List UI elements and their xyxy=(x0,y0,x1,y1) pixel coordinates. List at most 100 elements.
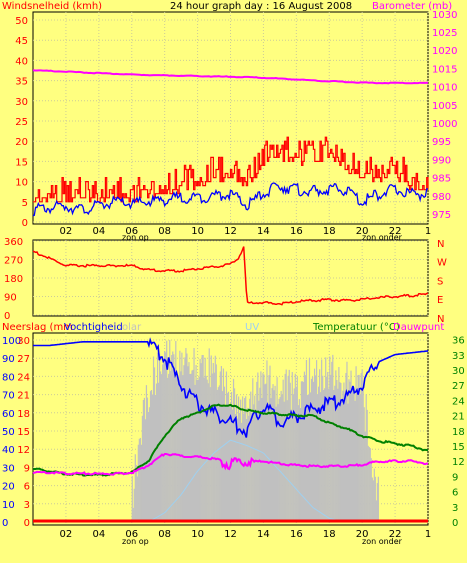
wind-y-tick-label: 0 xyxy=(22,218,28,229)
baro-y-tick-label: 1005 xyxy=(432,101,457,112)
wind-y-tick-label: 30 xyxy=(15,97,28,108)
humidity-y-tick-label: 30 xyxy=(2,463,15,474)
dir-y-tick-label: 270 xyxy=(4,256,23,267)
barometer-axis-label: Barometer (mb) xyxy=(372,1,452,12)
wind-axis-label: Windsnelheid (kmh) xyxy=(2,1,102,12)
x-tick-label-top: 02 xyxy=(60,226,73,237)
sunrise-label-bottom: zon op xyxy=(122,537,149,546)
baro-y-tick-label: 990 xyxy=(432,155,451,166)
rain-y-tick-label: 12 xyxy=(17,445,30,456)
wind-y-tick-label: 25 xyxy=(15,117,28,128)
x-tick-label-bottom: 20 xyxy=(356,529,369,540)
x-tick-label-top: 20 xyxy=(356,226,369,237)
baro-y-tick-label: 1010 xyxy=(432,83,457,94)
temp-y-tick-label: 12 xyxy=(452,457,465,468)
wind-y-tick-label: 15 xyxy=(15,157,28,168)
baro-y-tick-label: 995 xyxy=(432,137,451,148)
baro-y-tick-label: 1000 xyxy=(432,119,457,130)
baro-y-tick-label: 1015 xyxy=(432,64,457,75)
humidity-y-tick-label: 100 xyxy=(2,336,21,347)
dir-letter-label: N xyxy=(437,314,444,325)
baro-y-tick-label: 980 xyxy=(432,192,451,203)
x-tick-label-top: 08 xyxy=(158,226,171,237)
x-tick-label-top: 18 xyxy=(323,226,336,237)
humidity-y-tick-label: 10 xyxy=(2,500,15,511)
wind-y-tick-label: 5 xyxy=(22,198,28,209)
rain-axis-label: Neerslag (mm xyxy=(2,322,73,333)
humidity-y-tick-label: 70 xyxy=(2,391,15,402)
wind-y-tick-label: 40 xyxy=(15,56,28,67)
sunrise-label-top: zon op xyxy=(122,233,149,242)
wind-y-tick-label: 50 xyxy=(15,16,28,27)
x-tick-label-top: 22 xyxy=(389,226,402,237)
x-tick-label-bottom: 04 xyxy=(92,529,105,540)
rain-y-tick-label: 18 xyxy=(17,409,30,420)
x-tick-label-bottom: 16 xyxy=(290,529,303,540)
temp-y-tick-label: 33 xyxy=(452,351,465,362)
humidity-y-tick-label: 80 xyxy=(2,372,15,383)
temp-y-tick-label: 21 xyxy=(452,412,465,423)
chart-title: 24 hour graph day : 16 August 2008 xyxy=(170,1,352,12)
temp-y-tick-label: 15 xyxy=(452,442,465,453)
x-tick-label-top: 1 xyxy=(425,226,431,237)
temp-y-tick-label: 0 xyxy=(452,518,458,529)
baro-y-tick-label: 1025 xyxy=(432,28,457,39)
rain-y-tick-label: 3 xyxy=(24,500,30,511)
wind-y-tick-label: 20 xyxy=(15,137,28,148)
temp-y-tick-label: 27 xyxy=(452,381,465,392)
rain-y-tick-label: 27 xyxy=(17,354,30,365)
temp-y-tick-label: 6 xyxy=(452,488,458,499)
sunset-label-bottom: zon onder xyxy=(362,537,403,546)
uv-axis-label: UV xyxy=(245,322,259,333)
dir-letter-label: S xyxy=(437,276,443,287)
dir-y-tick-label: 0 xyxy=(4,311,10,322)
dir-letter-label: N xyxy=(437,239,444,250)
x-tick-label-bottom: 10 xyxy=(191,529,204,540)
x-tick-label-top: 06 xyxy=(125,226,138,237)
dir-y-tick-label: 180 xyxy=(4,274,23,285)
baro-y-tick-label: 1020 xyxy=(432,46,457,57)
dir-y-tick-label: 360 xyxy=(4,237,23,248)
dewpoint-line xyxy=(32,453,429,476)
x-tick-label-bottom: 1 xyxy=(425,529,431,540)
x-tick-label-bottom: 12 xyxy=(224,529,237,540)
wind-y-tick-label: 45 xyxy=(15,36,28,47)
wind-y-tick-label: 35 xyxy=(15,77,28,88)
baro-y-tick-label: 1030 xyxy=(432,10,457,21)
solar-axis-label: olar xyxy=(122,322,142,333)
dir-y-tick-label: 90 xyxy=(4,293,17,304)
temp-y-tick-label: 24 xyxy=(452,396,465,407)
temp-y-tick-label: 36 xyxy=(452,336,465,347)
plot-layer xyxy=(32,69,429,523)
temp-y-tick-label: 18 xyxy=(452,427,465,438)
x-tick-label-bottom: 22 xyxy=(389,529,402,540)
wind-y-tick-label: 10 xyxy=(15,178,28,189)
humidity-y-tick-label: 60 xyxy=(2,409,15,420)
rain-y-tick-label: 9 xyxy=(24,463,30,474)
x-tick-label-bottom: 14 xyxy=(257,529,270,540)
temp-y-tick-label: 9 xyxy=(452,472,458,483)
x-tick-label-top: 14 xyxy=(257,226,270,237)
x-tick-label-bottom: 08 xyxy=(158,529,171,540)
x-tick-label-bottom: 06 xyxy=(125,529,138,540)
wind-avg-line xyxy=(32,182,429,217)
dir-letter-label: E xyxy=(437,295,443,306)
sunset-label-top: zon onder xyxy=(362,233,403,242)
dewpoint-axis-label: Dauwpunt xyxy=(393,322,444,333)
humidity-y-tick-label: 90 xyxy=(2,354,15,365)
rain-y-tick-label: 15 xyxy=(17,427,30,438)
rain-y-tick-label: 30 xyxy=(17,336,30,347)
wind-direction-line xyxy=(32,246,429,306)
humidity-y-tick-label: 0 xyxy=(2,518,8,529)
dir-letter-label: W xyxy=(437,258,447,269)
temperature-axis-label: Temperatuur (°C) xyxy=(312,322,400,333)
baro-y-tick-label: 985 xyxy=(432,174,451,185)
rain-y-tick-label: 21 xyxy=(17,391,30,402)
label-layer: 0202040406060808101012121414161618182020… xyxy=(2,10,465,540)
direction-panel-frame xyxy=(32,239,429,317)
humidity-axis-label: Vochtigheid xyxy=(64,322,123,333)
x-tick-label-top: 12 xyxy=(224,226,237,237)
x-tick-label-top: 10 xyxy=(191,226,204,237)
